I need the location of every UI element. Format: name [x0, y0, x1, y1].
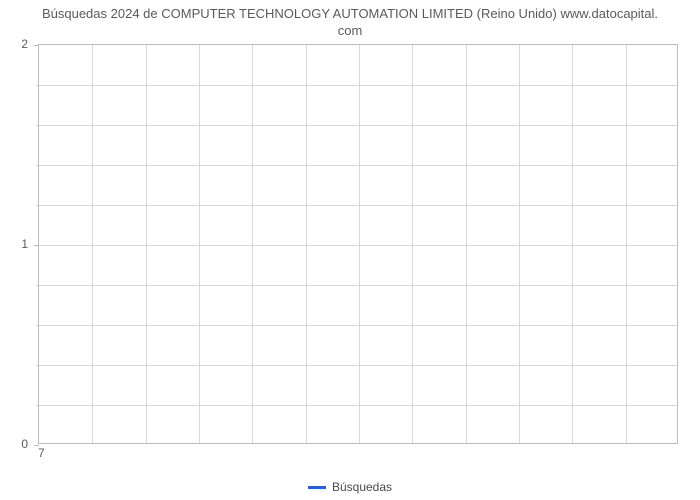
x-tick-label: 7	[38, 446, 45, 460]
legend: Búsquedas	[0, 479, 700, 494]
y-tick-label: 2	[8, 37, 28, 51]
y-minor-tick	[36, 85, 39, 86]
grid-line-vertical	[519, 45, 520, 443]
chart-title: Búsquedas 2024 de COMPUTER TECHNOLOGY AU…	[0, 0, 700, 40]
y-minor-tick	[36, 405, 39, 406]
grid-line-horizontal	[39, 205, 677, 206]
grid-line-vertical	[359, 45, 360, 443]
grid-line-horizontal	[39, 325, 677, 326]
grid-line-vertical	[466, 45, 467, 443]
y-minor-tick	[36, 205, 39, 206]
y-minor-tick	[36, 125, 39, 126]
y-minor-tick	[36, 325, 39, 326]
grid-line-vertical	[92, 45, 93, 443]
y-minor-tick	[36, 365, 39, 366]
legend-swatch	[308, 486, 326, 489]
grid-line-vertical	[146, 45, 147, 443]
y-major-tick	[34, 245, 39, 246]
grid-line-horizontal	[39, 85, 677, 86]
y-tick-label: 0	[8, 437, 28, 451]
grid-line-horizontal	[39, 365, 677, 366]
legend-label: Búsquedas	[332, 480, 392, 494]
grid-line-horizontal	[39, 245, 677, 246]
chart-title-line2: com	[338, 23, 363, 38]
y-minor-tick	[36, 165, 39, 166]
chart-plot-area	[38, 44, 678, 444]
grid-line-vertical	[626, 45, 627, 443]
grid-line-horizontal	[39, 165, 677, 166]
grid-line-horizontal	[39, 125, 677, 126]
y-tick-label: 1	[8, 237, 28, 251]
y-major-tick	[34, 45, 39, 46]
grid-line-vertical	[572, 45, 573, 443]
chart-title-line1: Búsquedas 2024 de COMPUTER TECHNOLOGY AU…	[42, 6, 658, 21]
grid-line-vertical	[252, 45, 253, 443]
y-minor-tick	[36, 285, 39, 286]
plot-rect	[38, 44, 678, 444]
grid-line-horizontal	[39, 405, 677, 406]
grid-line-vertical	[199, 45, 200, 443]
grid-line-horizontal	[39, 285, 677, 286]
grid-line-vertical	[412, 45, 413, 443]
grid-line-vertical	[306, 45, 307, 443]
